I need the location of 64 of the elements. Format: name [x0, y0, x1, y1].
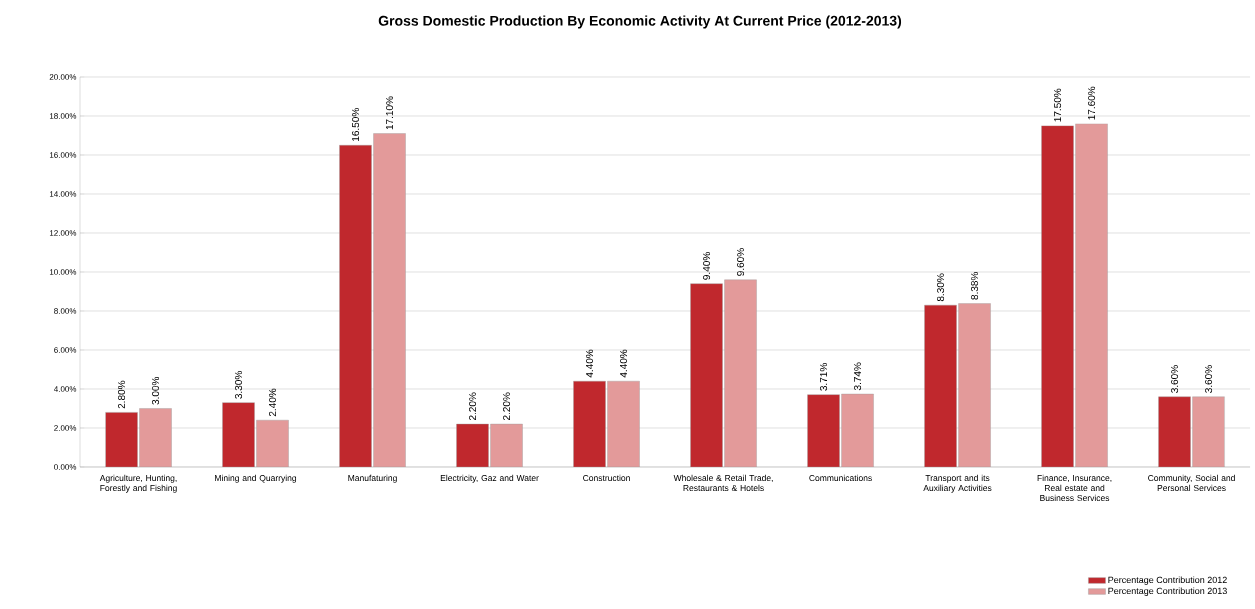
x-tick-label: Agriculture, Hunting, Forestly and Fishing — [99, 474, 177, 493]
x-tick-label: Mining and Quarrying — [215, 474, 297, 483]
bar — [1075, 123, 1108, 467]
bar — [1041, 125, 1074, 467]
bar — [373, 133, 406, 467]
x-tick-label: Community, Social and Personal Services — [1148, 474, 1235, 492]
y-tick-label: 18.00% — [49, 113, 77, 119]
data-label: 16.50% — [351, 108, 360, 141]
data-label: 3.60% — [1205, 365, 1213, 393]
y-tick-label: 8.00% — [54, 308, 77, 314]
bar — [1158, 396, 1191, 467]
bar — [256, 419, 289, 467]
bar — [222, 402, 255, 467]
data-label: 3.71% — [820, 363, 828, 391]
data-label: 17.60% — [1088, 86, 1096, 120]
data-label: 3.74% — [854, 362, 862, 391]
chart-title: Gross Domestic Production By Economic Activity At Current Price (2012-2013) — [378, 15, 902, 29]
data-label: 2.20% — [468, 392, 477, 421]
data-label: 9.40% — [703, 252, 711, 280]
x-tick-label: Communications — [809, 474, 872, 482]
data-label: 3.30% — [234, 371, 243, 399]
y-tick-label: 16.00% — [49, 152, 77, 158]
data-label: 2.80% — [117, 380, 126, 409]
bar — [490, 423, 523, 467]
data-label: 8.38% — [971, 272, 979, 300]
data-label: 4.40% — [619, 349, 628, 378]
y-tick-label: 4.00% — [53, 386, 77, 392]
data-label: 3.00% — [151, 376, 160, 405]
x-tick-label: Construction — [583, 474, 630, 482]
bar — [1192, 396, 1225, 467]
data-label: 9.60% — [737, 248, 745, 276]
data-label: 2.20% — [502, 392, 511, 421]
data-label: 4.40% — [585, 349, 594, 378]
legend-label: Percentage Contribution 2012 — [1108, 576, 1227, 585]
bar — [841, 393, 874, 467]
bar — [456, 423, 489, 467]
x-tick-label: Electricity, Gaz and Water — [440, 474, 539, 483]
bar — [607, 380, 640, 467]
bar — [105, 412, 138, 467]
y-tick-label: 20.00% — [49, 74, 77, 80]
x-tick-label: Wholesale & Retail Trade, Restaurants & Hotels — [673, 474, 773, 492]
bar — [139, 408, 172, 467]
bar — [724, 279, 757, 467]
y-tick-label: 6.00% — [54, 347, 77, 353]
data-label: 8.30% — [937, 273, 945, 302]
bar — [573, 380, 606, 467]
bar — [690, 283, 723, 467]
x-tick-label: Finance, Insurance, Real estate and Business Services — [1037, 474, 1112, 502]
data-label: 2.40% — [268, 388, 277, 417]
y-tick-label: 0.00% — [54, 464, 77, 470]
y-tick-label: 10.00% — [49, 269, 77, 275]
data-label: 17.50% — [1054, 88, 1062, 122]
bar — [339, 145, 372, 467]
x-tick-label: Transport and its Auxiliary Activities — [923, 474, 992, 493]
x-tick-label: Manufaturing — [348, 474, 397, 483]
bar — [924, 304, 957, 467]
bar — [958, 303, 991, 467]
y-tick-label: 2.00% — [54, 425, 77, 431]
legend-label: Percentage Contribution 2013 — [1108, 587, 1227, 596]
bar — [807, 394, 840, 467]
data-label: 3.60% — [1171, 365, 1179, 393]
data-label: 17.10% — [385, 96, 394, 130]
y-tick-label: 14.00% — [49, 191, 77, 197]
y-tick-label: 12.00% — [49, 230, 77, 236]
